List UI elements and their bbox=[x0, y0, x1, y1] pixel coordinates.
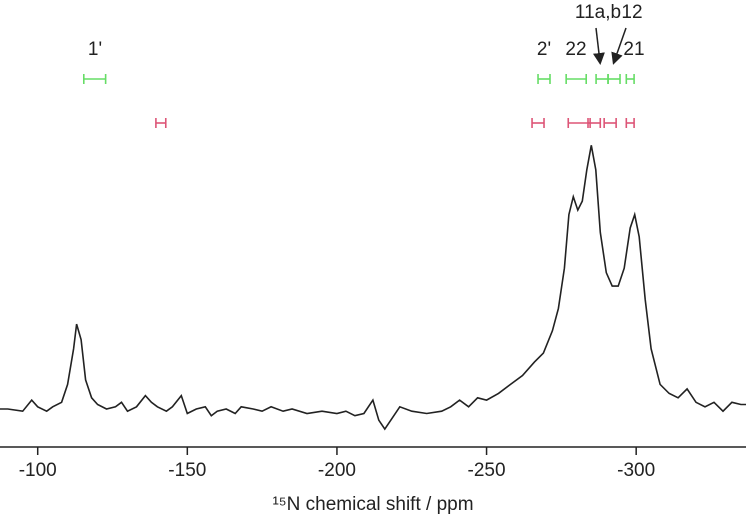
interval bbox=[625, 118, 635, 128]
arrow bbox=[611, 27, 627, 65]
interval bbox=[565, 74, 588, 84]
x-tick-label: -150 bbox=[168, 460, 206, 481]
interval bbox=[603, 118, 617, 128]
interval bbox=[155, 118, 167, 128]
interval bbox=[531, 118, 545, 128]
annotation: 12 bbox=[621, 2, 642, 23]
interval bbox=[537, 74, 551, 84]
interval bbox=[587, 118, 602, 128]
interval bbox=[625, 74, 635, 84]
x-tick-label: -300 bbox=[617, 460, 655, 481]
x-tick-label: -200 bbox=[318, 460, 356, 481]
interval bbox=[607, 74, 621, 84]
annotation: 21 bbox=[623, 39, 644, 60]
interval bbox=[82, 74, 107, 84]
annotation: 11a,b bbox=[575, 2, 621, 23]
x-tick-label: -100 bbox=[19, 460, 57, 481]
x-tick-label: -250 bbox=[468, 460, 506, 481]
annotation: 22 bbox=[565, 39, 586, 60]
arrow bbox=[592, 27, 605, 65]
annotation: 2' bbox=[537, 39, 551, 60]
x-axis-label: ¹⁵N chemical shift / ppm bbox=[272, 494, 473, 515]
annotation: 1' bbox=[88, 39, 102, 60]
interval bbox=[595, 74, 609, 84]
spectrum-line bbox=[0, 145, 746, 431]
interval bbox=[567, 118, 591, 128]
